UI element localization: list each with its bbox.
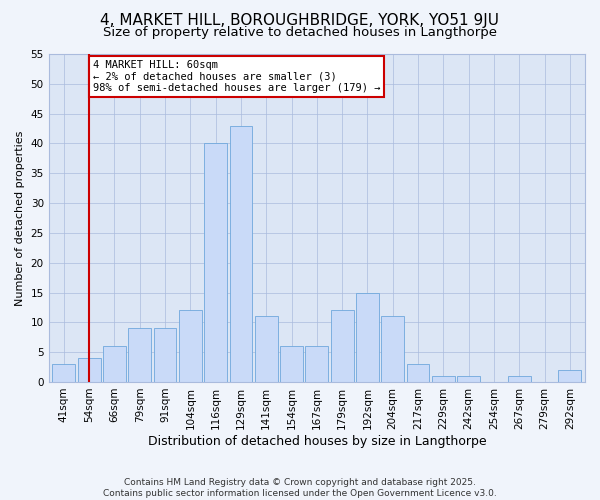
Text: Contains HM Land Registry data © Crown copyright and database right 2025.
Contai: Contains HM Land Registry data © Crown c… <box>103 478 497 498</box>
Bar <box>559 370 581 382</box>
Bar <box>78 358 101 382</box>
Bar <box>457 376 480 382</box>
Bar <box>230 126 253 382</box>
Bar <box>331 310 353 382</box>
Bar <box>432 376 455 382</box>
Bar <box>280 346 303 382</box>
Text: 4, MARKET HILL, BOROUGHBRIDGE, YORK, YO51 9JU: 4, MARKET HILL, BOROUGHBRIDGE, YORK, YO5… <box>101 12 499 28</box>
Bar <box>128 328 151 382</box>
Bar <box>382 316 404 382</box>
Bar <box>305 346 328 382</box>
Text: 4 MARKET HILL: 60sqm
← 2% of detached houses are smaller (3)
98% of semi-detache: 4 MARKET HILL: 60sqm ← 2% of detached ho… <box>93 60 380 93</box>
X-axis label: Distribution of detached houses by size in Langthorpe: Distribution of detached houses by size … <box>148 434 486 448</box>
Bar <box>179 310 202 382</box>
Bar <box>154 328 176 382</box>
Text: Size of property relative to detached houses in Langthorpe: Size of property relative to detached ho… <box>103 26 497 39</box>
Bar <box>508 376 530 382</box>
Y-axis label: Number of detached properties: Number of detached properties <box>15 130 25 306</box>
Bar <box>204 144 227 382</box>
Bar <box>356 292 379 382</box>
Bar <box>52 364 75 382</box>
Bar <box>103 346 126 382</box>
Bar <box>407 364 430 382</box>
Bar <box>255 316 278 382</box>
